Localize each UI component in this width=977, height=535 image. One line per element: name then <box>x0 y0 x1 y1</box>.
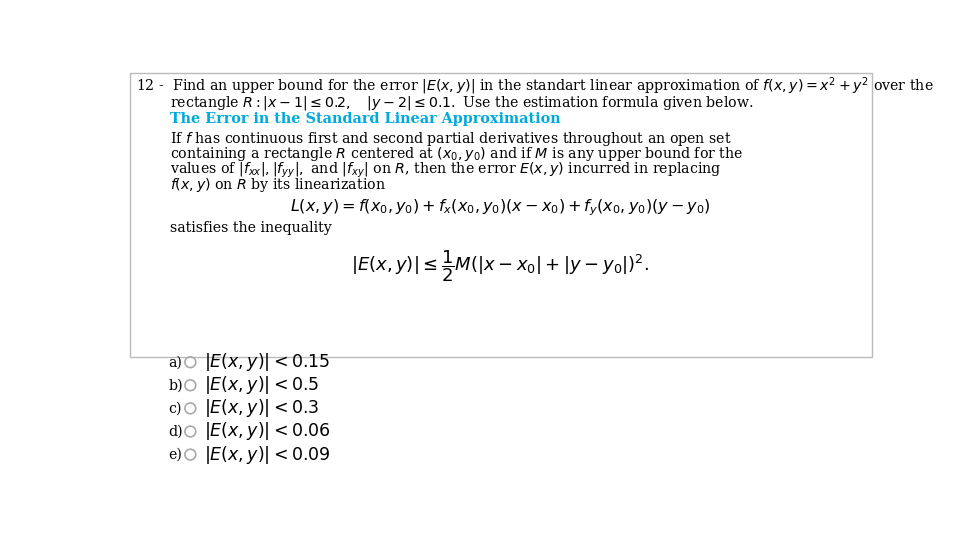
Text: a): a) <box>169 355 183 369</box>
Text: The Error in the Standard Linear Approximation: The Error in the Standard Linear Approxi… <box>170 112 561 126</box>
Text: $|E(x, y)| \leq \dfrac{1}{2} M(|x - x_0| + |y - y_0|)^2.$: $|E(x, y)| \leq \dfrac{1}{2} M(|x - x_0|… <box>352 248 650 284</box>
Text: $|E(x, y)| < 0.06$: $|E(x, y)| < 0.06$ <box>203 421 330 442</box>
Text: $|E(x, y)| < 0.09$: $|E(x, y)| < 0.09$ <box>203 444 330 465</box>
Text: $L(x, y) = f(x_0, y_0) + f_x(x_0, y_0)(x - x_0) + f_y(x_0, y_0)(y - y_0)$: $L(x, y) = f(x_0, y_0) + f_x(x_0, y_0)(x… <box>290 197 710 218</box>
Text: rectangle $R: |x - 1| \leq 0.2,$   $|y - 2| \leq 0.1.$ Use the estimation formul: rectangle $R: |x - 1| \leq 0.2,$ $|y - 2… <box>170 94 754 112</box>
Text: 12 -  Find an upper bound for the error $|E(x, y)|$ in the standart linear appro: 12 - Find an upper bound for the error $… <box>136 76 934 97</box>
Text: $f(x, y)$ on $R$ by its linearization: $f(x, y)$ on $R$ by its linearization <box>170 176 386 194</box>
Text: If $f$ has continuous first and second partial derivatives throughout an open se: If $f$ has continuous first and second p… <box>170 129 732 148</box>
Text: $|E(x, y)| < 0.15$: $|E(x, y)| < 0.15$ <box>203 351 329 373</box>
Text: containing a rectangle $R$ centered at $(x_0, y_0)$ and if $M$ is any upper boun: containing a rectangle $R$ centered at $… <box>170 145 743 163</box>
Text: b): b) <box>169 378 184 392</box>
Bar <box>130 73 871 357</box>
Text: d): d) <box>169 424 184 439</box>
Text: values of $|f_{xx}|, |f_{yy}|,$ and $|f_{xy}|$ on $R$, then the error $E(x, y)$ : values of $|f_{xx}|, |f_{yy}|,$ and $|f_… <box>170 160 722 180</box>
Text: $|E(x, y)| < 0.5$: $|E(x, y)| < 0.5$ <box>203 374 319 396</box>
Text: satisfies the inequality: satisfies the inequality <box>170 220 332 234</box>
Text: c): c) <box>169 401 182 415</box>
Text: $|E(x, y)| < 0.3$: $|E(x, y)| < 0.3$ <box>203 398 319 419</box>
Text: e): e) <box>169 448 183 462</box>
